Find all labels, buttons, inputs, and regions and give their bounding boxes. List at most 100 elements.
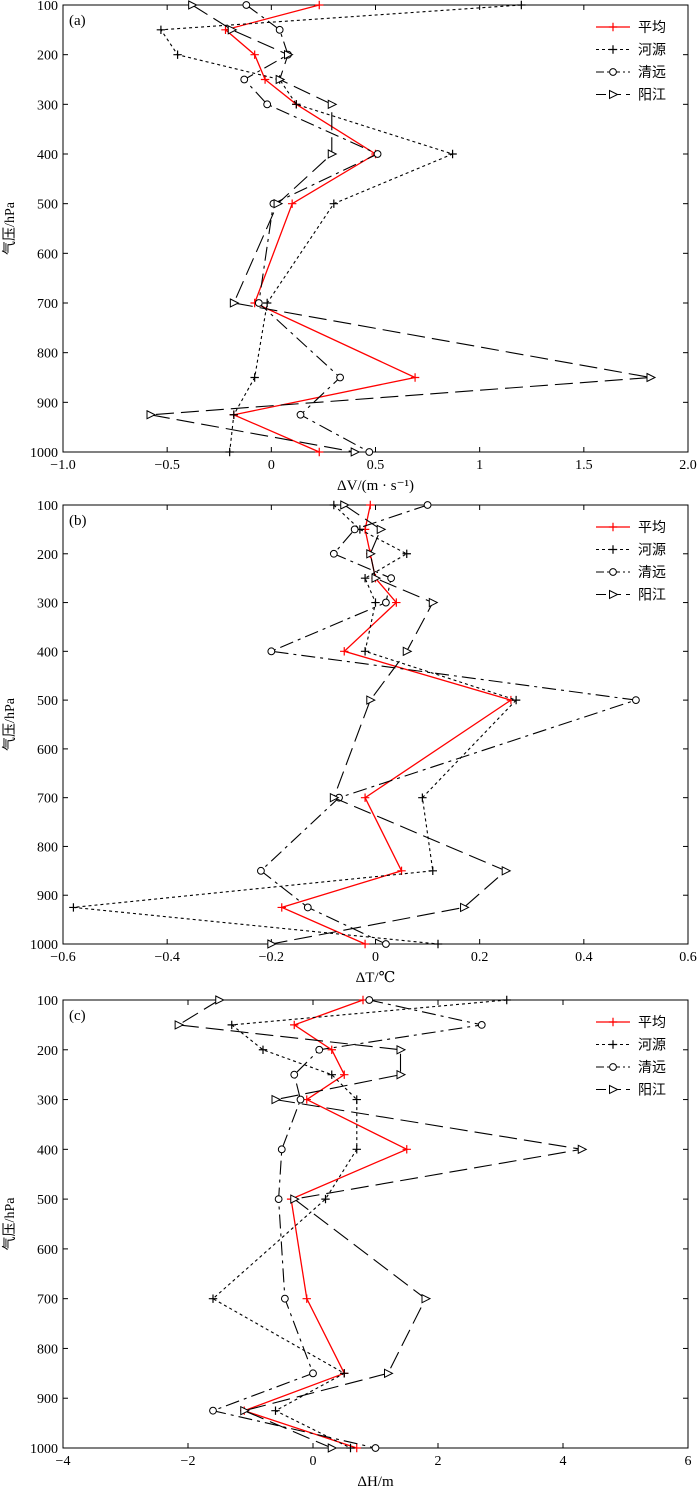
y-tick-label: 100 bbox=[37, 0, 58, 14]
x-tick-label: −0.4 bbox=[154, 950, 179, 965]
legend-label: 河源 bbox=[638, 1038, 666, 1054]
data-point bbox=[360, 573, 370, 583]
series-line bbox=[224, 4, 418, 453]
chart-panel-1: −1.0 −0.5 0 0.5 1 1.5 2.0 100 200 300 400 500 600 700… bbox=[2, 0, 697, 494]
y-tick-label: 500 bbox=[37, 1193, 58, 1208]
y-tick-label: 200 bbox=[37, 1044, 58, 1059]
series-line bbox=[260, 504, 637, 945]
data-point bbox=[410, 373, 420, 382]
data-point bbox=[188, 0, 198, 10]
y-tick-label: 600 bbox=[37, 1243, 58, 1258]
y-tick-label: 800 bbox=[37, 840, 58, 855]
series-4 bbox=[174, 995, 588, 1453]
x-tick-label: −0.5 bbox=[154, 458, 179, 473]
legend-label: 清远 bbox=[638, 65, 666, 81]
data-point bbox=[382, 598, 390, 607]
y-axis-label: 气压/hPa bbox=[2, 201, 18, 255]
y-tick-label: 400 bbox=[37, 148, 58, 163]
data-point bbox=[371, 598, 380, 607]
data-point bbox=[292, 100, 301, 109]
data-point bbox=[366, 548, 376, 559]
data-point bbox=[254, 299, 263, 307]
data-point bbox=[227, 25, 238, 35]
data-point bbox=[396, 1044, 407, 1055]
data-point bbox=[371, 1444, 380, 1452]
x-tick-label: 2.0 bbox=[679, 458, 697, 473]
series-3 bbox=[209, 996, 486, 1452]
x-tick-label: 0 bbox=[372, 950, 379, 965]
series-group bbox=[174, 995, 588, 1453]
data-point bbox=[340, 500, 350, 510]
y-tick-label: 500 bbox=[37, 198, 58, 213]
data-point bbox=[229, 298, 240, 308]
series-group bbox=[69, 500, 640, 949]
series-2 bbox=[156, 0, 526, 457]
legend-label: 河源 bbox=[638, 543, 666, 559]
y-tick-label: 1000 bbox=[30, 938, 58, 953]
data-point bbox=[646, 372, 657, 383]
x-axis-label: ΔV/(m · s⁻¹) bbox=[337, 478, 414, 494]
y-axis-label: 气压/hPa bbox=[2, 1197, 18, 1251]
legend-marker bbox=[609, 1063, 617, 1071]
legend-marker bbox=[608, 45, 618, 54]
data-point bbox=[360, 793, 370, 802]
y-tick-label: 100 bbox=[37, 994, 58, 1009]
series-line bbox=[242, 999, 409, 1449]
data-point bbox=[173, 50, 182, 59]
y-tick-label: 1000 bbox=[30, 446, 58, 461]
series-line bbox=[243, 4, 379, 453]
data-point bbox=[360, 939, 370, 949]
data-point bbox=[387, 574, 396, 583]
series-2 bbox=[69, 500, 521, 949]
x-tick-label: 0 bbox=[310, 1454, 317, 1469]
data-point bbox=[250, 373, 259, 382]
data-point bbox=[350, 447, 361, 457]
legend-label: 平均 bbox=[638, 1015, 666, 1031]
x-tick-label: 0.2 bbox=[471, 950, 489, 965]
legend-label: 阳江 bbox=[638, 88, 666, 104]
y-tick-label: 700 bbox=[37, 297, 58, 312]
data-point bbox=[373, 150, 382, 158]
panel-label: (a) bbox=[69, 13, 86, 29]
x-tick-label: −0.2 bbox=[259, 950, 284, 965]
data-point bbox=[215, 995, 225, 1005]
x-tick-label: 4 bbox=[560, 1454, 567, 1469]
data-point bbox=[340, 1070, 349, 1079]
data-point bbox=[290, 1194, 300, 1204]
data-point bbox=[329, 500, 339, 510]
data-point bbox=[240, 1405, 250, 1416]
data-point bbox=[501, 866, 512, 876]
legend-label: 清远 bbox=[638, 565, 666, 581]
data-point bbox=[271, 1094, 282, 1105]
data-point bbox=[327, 1443, 338, 1453]
legend-marker bbox=[608, 1017, 618, 1027]
x-tick-label: 0.6 bbox=[679, 950, 697, 965]
y-tick-label: 200 bbox=[37, 548, 58, 563]
data-point bbox=[423, 501, 432, 509]
data-point bbox=[260, 75, 270, 84]
legend-marker bbox=[608, 522, 618, 532]
x-tick-label: −0.6 bbox=[50, 950, 75, 965]
data-point bbox=[460, 902, 470, 913]
panel-label: (c) bbox=[69, 1008, 86, 1024]
y-tick-label: 900 bbox=[37, 1392, 58, 1407]
data-point bbox=[477, 1020, 486, 1029]
data-point bbox=[275, 25, 284, 34]
y-tick-label: 700 bbox=[37, 1293, 58, 1308]
legend-label: 清远 bbox=[638, 1060, 666, 1076]
data-point bbox=[365, 448, 374, 456]
series-4 bbox=[146, 0, 657, 457]
plot-frame bbox=[62, 999, 689, 1449]
data-point bbox=[433, 939, 443, 949]
data-point bbox=[263, 100, 272, 109]
data-point bbox=[329, 549, 338, 558]
series-2 bbox=[208, 995, 511, 1453]
data-point bbox=[371, 573, 382, 583]
data-point bbox=[302, 1294, 311, 1303]
series-group bbox=[146, 0, 657, 457]
series-1 bbox=[277, 500, 516, 949]
data-point bbox=[277, 1145, 286, 1154]
x-tick-label: 0 bbox=[268, 458, 275, 473]
series-line bbox=[176, 999, 582, 1449]
